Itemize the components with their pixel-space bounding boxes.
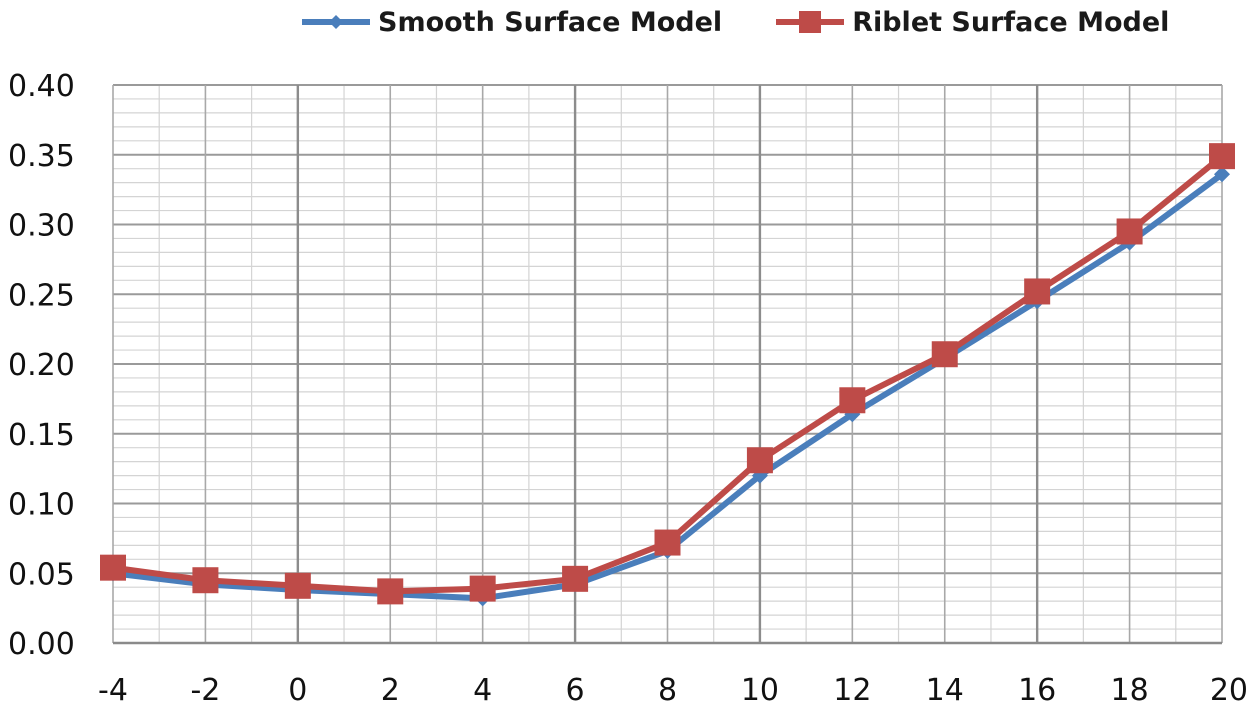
data-point-square — [931, 341, 958, 368]
x-tick-label: 6 — [566, 673, 585, 708]
x-tick-label: 4 — [473, 673, 492, 708]
x-tick-label: 20 — [1210, 673, 1248, 708]
legend-item-smooth: Smooth Surface Model — [300, 7, 722, 38]
y-tick-label: 0.20 — [8, 348, 75, 383]
data-point-square — [284, 572, 311, 599]
y-tick-label: 0.00 — [8, 627, 75, 662]
data-point-square — [377, 578, 404, 605]
data-point-square — [839, 387, 866, 414]
y-tick-label: 0.30 — [8, 209, 75, 244]
y-tick-label: 0.05 — [8, 557, 75, 592]
x-tick-label: 12 — [833, 673, 871, 708]
x-tick-label: 18 — [1110, 673, 1148, 708]
data-point-diamond — [1214, 166, 1230, 183]
legend: Smooth Surface Model Riblet Surface Mode… — [300, 2, 1169, 42]
x-tick-label: 0 — [288, 673, 307, 708]
y-tick-label: 0.35 — [8, 139, 75, 174]
data-point-square — [1024, 278, 1051, 305]
data-point-square — [192, 567, 219, 594]
legend-swatch-smooth — [302, 15, 370, 29]
legend-swatch-riblet — [776, 11, 845, 33]
series-riblet-surface — [100, 143, 1235, 605]
x-tick-label: 10 — [741, 673, 779, 708]
y-axis-ticks: 0.00 0.05 0.10 0.15 0.20 0.25 0.30 0.35 0.40 — [8, 69, 75, 662]
data-point-square — [1209, 143, 1235, 170]
y-tick-label: 0.25 — [8, 278, 75, 313]
data-point-square — [746, 447, 773, 474]
data-point-square — [562, 565, 589, 592]
x-tick-label: -4 — [98, 673, 128, 708]
x-tick-label: 8 — [658, 673, 677, 708]
data-point-square — [654, 529, 681, 556]
x-axis-ticks: -4 -2 0 2 4 6 8 10 12 14 16 18 20 — [98, 673, 1248, 708]
x-tick-label: 2 — [381, 673, 400, 708]
series-layer — [100, 143, 1235, 607]
data-point-square — [100, 554, 126, 581]
data-point-square — [1116, 218, 1143, 245]
x-tick-label: 14 — [926, 673, 964, 708]
legend-label-smooth: Smooth Surface Model — [378, 6, 723, 38]
x-tick-label: -2 — [190, 673, 220, 708]
x-tick-label: 16 — [1018, 673, 1056, 708]
legend-label-riblet: Riblet Surface Model — [852, 6, 1170, 38]
y-tick-label: 0.15 — [8, 418, 75, 453]
y-tick-label: 0.10 — [8, 488, 75, 523]
y-tick-label: 0.40 — [8, 69, 75, 104]
data-point-square — [469, 575, 496, 602]
legend-item-riblet: Riblet Surface Model — [774, 7, 1169, 38]
